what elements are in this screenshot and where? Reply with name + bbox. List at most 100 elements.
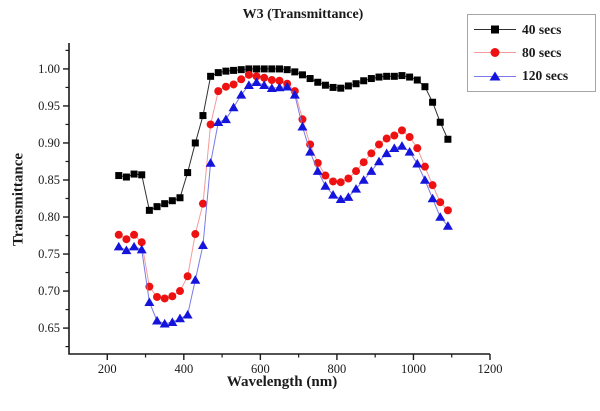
triangle-marker xyxy=(435,212,446,221)
square-marker xyxy=(367,75,375,83)
axes-spines xyxy=(68,43,490,355)
square-marker xyxy=(153,203,161,211)
triangle-marker xyxy=(113,241,124,251)
triangle-marker xyxy=(312,166,323,175)
triangle-marker xyxy=(366,166,377,175)
square-marker xyxy=(237,66,245,74)
square-marker xyxy=(199,112,207,120)
triangle-marker xyxy=(136,244,147,254)
square-marker xyxy=(329,83,337,91)
circle-marker xyxy=(405,133,414,142)
circle-marker xyxy=(275,76,284,85)
triangle-marker xyxy=(489,71,501,81)
circle-marker xyxy=(490,48,500,58)
triangle-marker xyxy=(251,77,262,87)
triangle-marker xyxy=(404,147,415,156)
square-marker xyxy=(214,69,222,77)
triangle-marker xyxy=(274,82,285,92)
square-marker xyxy=(436,118,444,126)
legend-sample-triangle-marker-icon xyxy=(474,71,516,81)
square-marker xyxy=(122,173,130,181)
triangle-marker xyxy=(144,297,155,306)
triangle-marker xyxy=(381,148,392,158)
triangle-marker xyxy=(442,221,453,230)
circle-marker xyxy=(382,134,391,143)
square-marker xyxy=(375,73,383,81)
triangle-marker xyxy=(389,143,400,152)
square-marker xyxy=(429,98,437,106)
circle-marker xyxy=(168,292,177,301)
series-120-secs xyxy=(113,77,453,328)
legend-label: 80 secs xyxy=(522,44,562,60)
circle-marker xyxy=(267,76,276,85)
y-tick-label: 0.90 xyxy=(38,136,60,150)
square-marker xyxy=(276,65,283,73)
triangle-marker xyxy=(213,117,224,127)
y-axis-title: Transmittance xyxy=(10,152,27,247)
square-marker xyxy=(268,65,276,73)
circle-marker xyxy=(130,230,139,239)
triangle-marker xyxy=(159,318,170,328)
x-tick-label: 200 xyxy=(98,362,117,376)
square-marker xyxy=(161,200,169,208)
circle-marker xyxy=(367,149,376,158)
triangle-marker xyxy=(152,315,163,325)
square-marker xyxy=(298,71,306,79)
circle-marker xyxy=(153,292,162,301)
circle-marker xyxy=(260,73,269,82)
y-tick-label: 0.75 xyxy=(38,247,60,261)
square-marker xyxy=(191,139,199,147)
legend-label: 120 secs xyxy=(522,68,569,84)
series-80-secs xyxy=(114,70,452,303)
square-marker xyxy=(168,197,176,205)
triangle-marker xyxy=(351,184,362,193)
circle-marker xyxy=(336,178,345,187)
legend-sample-circle-marker-icon xyxy=(474,48,516,58)
triangle-marker xyxy=(243,80,254,90)
square-marker xyxy=(383,72,391,80)
triangle-marker xyxy=(205,158,216,167)
square-marker xyxy=(491,25,499,34)
y-tick-label: 0.95 xyxy=(38,99,60,113)
triangle-marker xyxy=(197,240,208,249)
triangle-marker xyxy=(259,80,270,90)
square-marker xyxy=(283,66,291,74)
legend-entry-80secs: 80 secs xyxy=(473,45,590,61)
square-marker xyxy=(184,169,192,177)
triangle-marker xyxy=(335,194,346,204)
circle-marker xyxy=(122,235,131,244)
square-marker xyxy=(306,75,314,83)
square-marker xyxy=(421,83,429,91)
square-marker xyxy=(344,82,352,90)
legend: 40 secs 80 secs 120 secs xyxy=(467,14,596,92)
legend-entry-120secs: 120 secs xyxy=(473,68,590,84)
circle-marker xyxy=(221,82,230,91)
triangle-marker xyxy=(121,245,132,255)
square-marker xyxy=(352,80,360,88)
triangle-marker xyxy=(182,309,193,319)
square-marker xyxy=(230,66,238,74)
legend-label: 40 secs xyxy=(522,21,562,37)
legend-sample-square-marker-icon xyxy=(474,25,516,34)
circle-marker xyxy=(321,171,330,180)
circle-marker xyxy=(183,272,192,281)
triangle-marker xyxy=(228,102,239,112)
circle-marker xyxy=(252,72,261,81)
triangle-marker xyxy=(427,193,438,203)
triangle-marker xyxy=(374,156,385,166)
square-marker xyxy=(406,73,414,81)
x-tick-label: 400 xyxy=(174,362,193,376)
circle-marker xyxy=(244,70,253,79)
square-marker xyxy=(145,206,153,214)
circle-marker xyxy=(206,120,215,129)
triangle-marker xyxy=(167,317,178,326)
triangle-marker xyxy=(220,114,231,124)
triangle-marker xyxy=(297,121,308,131)
square-marker xyxy=(337,84,345,92)
triangle-marker xyxy=(419,175,430,184)
y-tick-label: 0.65 xyxy=(38,321,60,335)
triangle-marker xyxy=(305,147,316,156)
square-marker xyxy=(444,135,452,143)
series-40-secs xyxy=(115,65,452,214)
